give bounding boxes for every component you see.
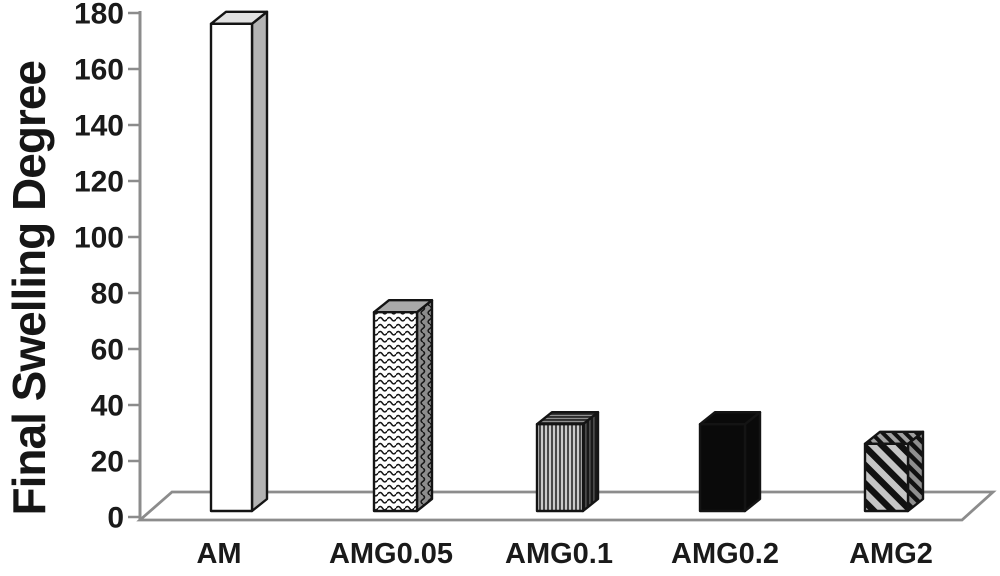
y-tick-label: 180: [74, 0, 124, 31]
y-tick-label: 160: [74, 54, 124, 87]
y-tick-label: 100: [74, 222, 124, 255]
y-tick-label: 140: [74, 110, 124, 143]
x-label-amg0.2: AMG0.2: [671, 538, 779, 570]
y-tick-label: 0: [107, 502, 124, 535]
x-label-am: AM: [196, 538, 241, 570]
bar-side-face: [415, 299, 434, 513]
y-tick-label: 20: [91, 446, 124, 479]
x-axis-labels: AM AMG0.05 AMG0.1 AMG0.2 AMG2: [196, 538, 932, 570]
bar-am: [209, 10, 269, 513]
bar-amg0.2: [698, 411, 762, 513]
floor-outline: [136, 490, 997, 522]
bar-side-face: [581, 411, 600, 513]
bar-front-face: [372, 311, 419, 513]
x-label-amg2: AMG2: [849, 538, 933, 570]
y-axis: 0 20 40 60 80 100 120 140 160 180: [74, 0, 142, 535]
floor-plane: [136, 490, 997, 522]
y-tick-label: 120: [74, 166, 124, 199]
y-tick-label: 80: [91, 278, 124, 311]
bar-front-face: [698, 423, 747, 513]
y-tick-label: 40: [91, 390, 124, 423]
bars: [209, 10, 925, 513]
bar-side-face: [250, 10, 269, 513]
bar-amg0.1: [535, 411, 600, 513]
bar-side-face: [743, 411, 762, 513]
x-label-amg0.1: AMG0.1: [505, 538, 613, 570]
bar-front-face: [863, 442, 910, 513]
y-tick-label: 60: [91, 334, 124, 367]
bar-amg2: [863, 430, 925, 513]
bar-side-face: [906, 430, 925, 513]
bar-front-face: [535, 423, 585, 513]
bar-front-face: [209, 22, 254, 513]
x-label-amg0.05: AMG0.05: [329, 538, 453, 570]
bar-amg0.05: [372, 299, 434, 513]
